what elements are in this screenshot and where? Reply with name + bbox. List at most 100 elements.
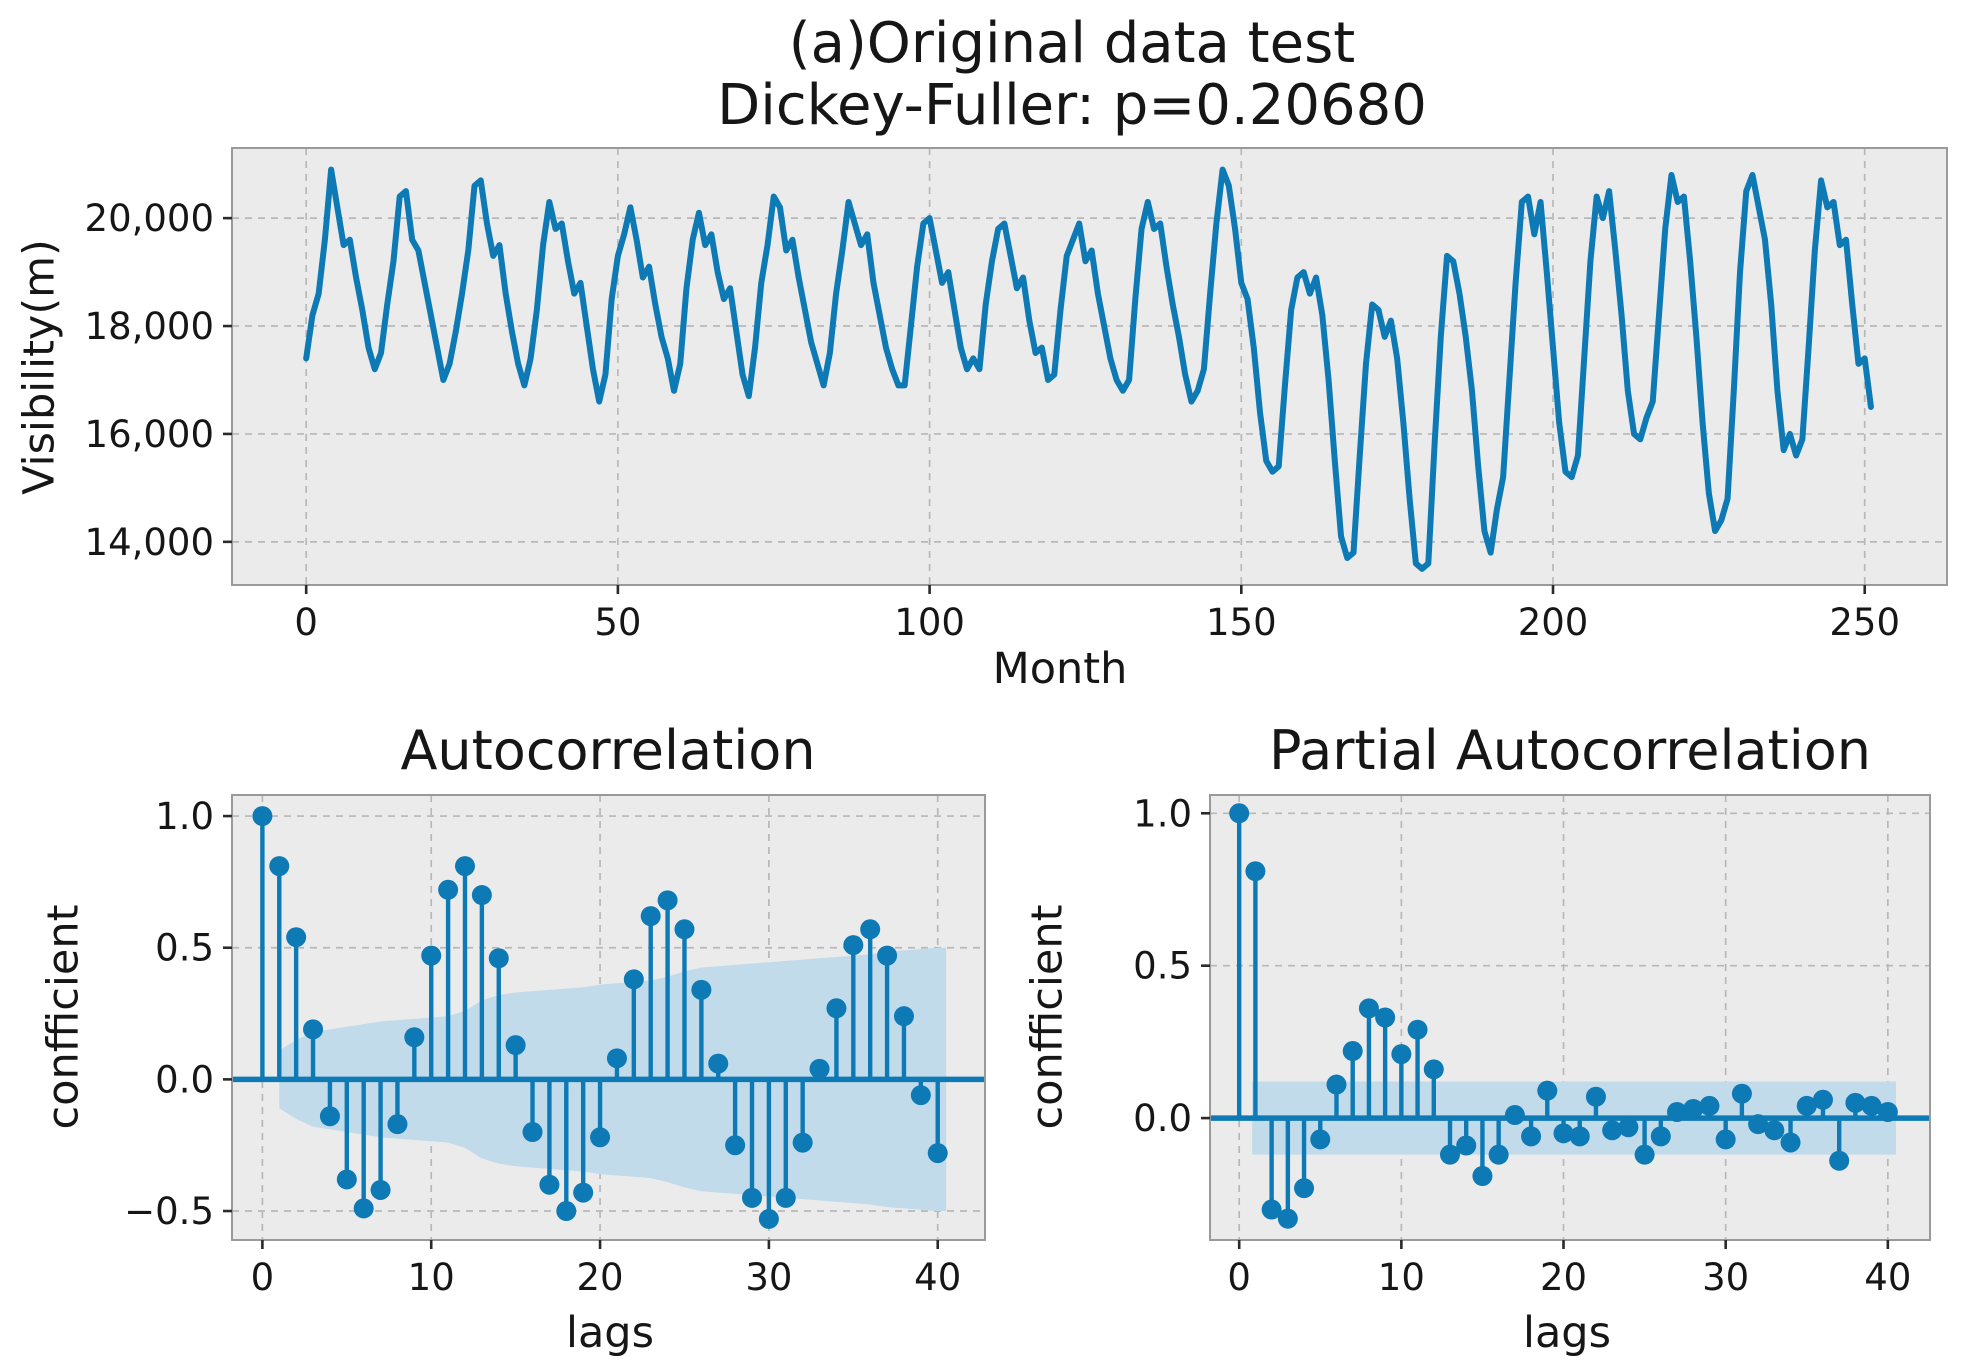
stem-dot — [1440, 1144, 1460, 1165]
stem-dot — [1569, 1126, 1590, 1147]
axis-border — [231, 147, 1948, 586]
stem-dot — [539, 1174, 560, 1195]
stem-dot — [623, 969, 644, 990]
stem-dot — [1812, 1089, 1833, 1110]
x-tick-label: 50 — [594, 601, 641, 644]
stem-dot — [1715, 1129, 1736, 1150]
stem-dot — [590, 1127, 611, 1148]
stem-dot — [1294, 1178, 1315, 1199]
x-tick-label: 40 — [914, 1256, 961, 1299]
stem-dot — [1748, 1114, 1769, 1135]
x-tick-label: 40 — [1864, 1256, 1911, 1299]
stem-dot — [252, 806, 273, 827]
stem-dot — [286, 927, 307, 948]
stem-dot — [1391, 1044, 1412, 1065]
stem-dot — [1488, 1144, 1509, 1165]
y-tick-label: 20,000 — [85, 197, 214, 240]
stem-dot — [691, 979, 712, 1000]
x-tick-label: 20 — [577, 1256, 624, 1299]
top-chart-xlabel: Month — [992, 644, 1128, 694]
original-subplot: 0 50 100 150 200 250 14,000 16,000 18,000 20,000 — [85, 147, 1948, 644]
stem-dot — [319, 1106, 340, 1127]
acf-ylabel: confficient — [38, 904, 89, 1130]
stem-dot — [1326, 1074, 1347, 1095]
stem-dot — [1699, 1095, 1720, 1116]
stem-dot — [1845, 1092, 1866, 1113]
stem-dot — [1472, 1165, 1493, 1186]
stem-dot — [1504, 1105, 1525, 1126]
stem-dot — [404, 1027, 425, 1048]
stem-dot — [573, 1182, 594, 1203]
panel — [232, 148, 1947, 585]
x-tick-label: 30 — [745, 1256, 792, 1299]
stem-dot — [505, 1035, 526, 1056]
stem-dot — [1780, 1132, 1801, 1153]
y-tick-label: 0.0 — [1133, 1097, 1192, 1140]
stem-dot — [1310, 1129, 1331, 1150]
stem-dot — [1683, 1098, 1704, 1119]
stem-dot — [336, 1169, 357, 1190]
series-line — [303, 166, 1874, 572]
stem-dot — [1342, 1041, 1363, 1062]
stem-dot — [1521, 1126, 1542, 1147]
stem-dot — [775, 1187, 796, 1208]
stem-dot — [1634, 1144, 1655, 1165]
x-tick-label: 200 — [1518, 601, 1589, 644]
y-tick-label: 0.0 — [155, 1058, 214, 1101]
pacf-xlabel: lags — [1523, 1308, 1611, 1358]
pacf-title: Partial Autocorrelation — [1269, 719, 1871, 782]
stem-dot — [1375, 1007, 1396, 1028]
stem-dot — [269, 856, 290, 877]
y-tick-label: 0.5 — [1133, 945, 1192, 988]
stem-dot — [471, 885, 492, 906]
stem-dot — [1731, 1083, 1752, 1104]
stem-dot — [742, 1187, 763, 1208]
stem-dot — [1277, 1208, 1298, 1229]
top-chart-ylabel: Visibility(m) — [14, 239, 65, 495]
stem-dot — [657, 890, 678, 911]
pacf-ylabel: confficient — [1022, 904, 1073, 1130]
stem-dot — [725, 1135, 746, 1156]
x-tick-label: 100 — [894, 601, 965, 644]
y-tick-label: 1.0 — [1133, 792, 1192, 835]
y-tick-label: 0.5 — [155, 927, 214, 970]
y-tick-label: −0.5 — [124, 1190, 214, 1233]
stem-dot — [1553, 1123, 1574, 1144]
stem-dot — [1861, 1095, 1882, 1116]
main-title-line1: (a)Original data test — [788, 11, 1356, 76]
stem-dot — [387, 1114, 408, 1135]
x-tick-label: 10 — [408, 1256, 455, 1299]
axis-border — [231, 794, 986, 1241]
stem-dot — [809, 1058, 830, 1079]
axis-border — [1209, 794, 1931, 1241]
stem-dot — [893, 1006, 914, 1027]
stem-dot — [1796, 1095, 1817, 1116]
y-tick-label: 1.0 — [155, 795, 214, 838]
x-tick-label: 20 — [1540, 1256, 1587, 1299]
stem-dot — [1407, 1019, 1428, 1040]
stem-dot — [1877, 1101, 1898, 1122]
panel — [1210, 795, 1930, 1240]
stem-dot — [1764, 1120, 1785, 1141]
x-tick-label: 0 — [1227, 1256, 1251, 1299]
stem-dot — [556, 1201, 577, 1222]
stem-dot — [1829, 1150, 1850, 1171]
y-tick-label: 18,000 — [85, 305, 214, 348]
x-tick-label: 10 — [1378, 1256, 1425, 1299]
x-tick-label: 0 — [251, 1256, 275, 1299]
stem-dot — [1423, 1059, 1444, 1080]
stem-dot — [522, 1122, 543, 1143]
stem-dot — [674, 919, 695, 940]
x-tick-label: 250 — [1829, 601, 1900, 644]
stem-dot — [1602, 1120, 1623, 1141]
stem-dot — [353, 1198, 374, 1219]
stem-dot — [488, 948, 509, 969]
x-tick-label: 150 — [1206, 601, 1277, 644]
stem-dot — [758, 1208, 779, 1229]
acf-subplot: 0 10 20 30 40 1.0 0.5 0.0 −0.5 — [124, 794, 986, 1299]
stem-dot — [826, 998, 847, 1019]
stem-dot — [1650, 1126, 1671, 1147]
stem-dot — [438, 879, 459, 900]
x-tick-label: 0 — [294, 601, 318, 644]
